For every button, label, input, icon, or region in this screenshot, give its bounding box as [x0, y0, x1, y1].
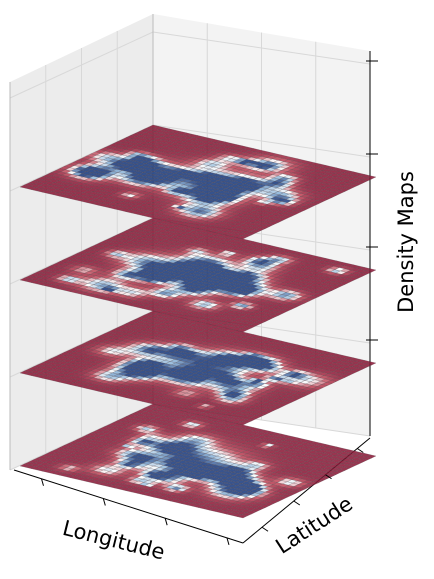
y-tick [262, 527, 268, 531]
z-axis-label: Density Maps [394, 171, 418, 313]
y-tick [294, 501, 300, 505]
x-axis-label: Longitude [60, 516, 167, 565]
y-axis-label: Latitude [271, 492, 357, 559]
